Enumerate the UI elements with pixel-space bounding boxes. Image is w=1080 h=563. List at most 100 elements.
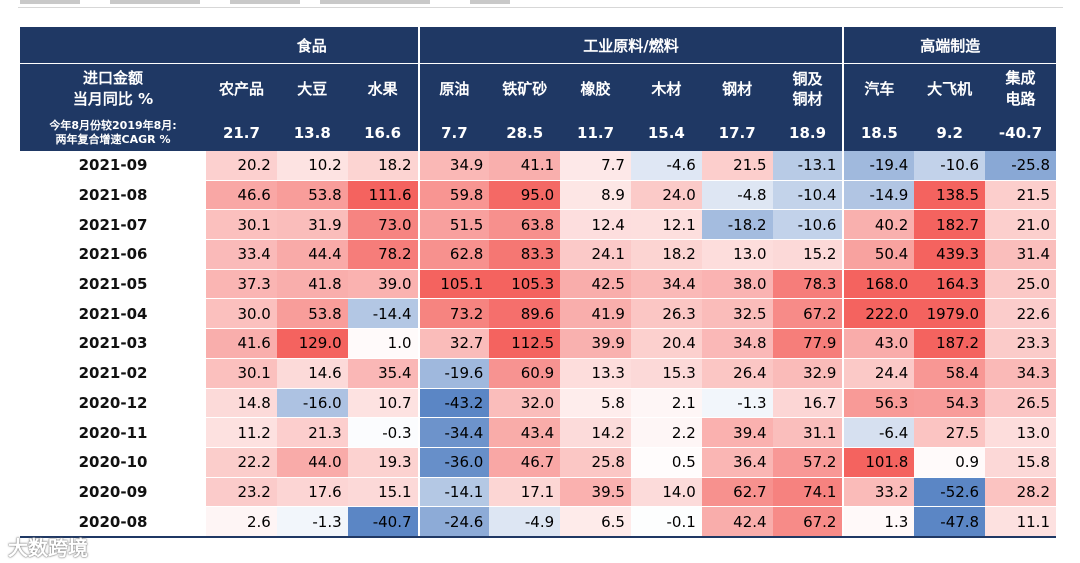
- heatmap-cell: 36.4: [701, 447, 773, 478]
- heatmap-cell: 54.3: [914, 388, 986, 419]
- heatmap-cell: 51.5: [417, 209, 490, 241]
- heatmap-cell: 39.9: [560, 328, 631, 359]
- heatmap-cell: 53.8: [276, 298, 348, 330]
- heatmap-cell: 20.4: [630, 328, 702, 359]
- heatmap-cell: 26.4: [701, 358, 773, 389]
- heatmap-cell: 95.0: [489, 180, 561, 211]
- column-header: 农产品: [206, 63, 277, 114]
- cagr-value: 15.4: [630, 114, 702, 151]
- cagr-label: 今年8月份较2019年8月: 两年复合增速CAGR %: [20, 114, 207, 151]
- heatmap-cell: 33.4: [206, 239, 277, 270]
- heatmap-cell: 33.2: [842, 477, 915, 508]
- row-date: 2020-08: [20, 506, 207, 538]
- heatmap-cell: 14.6: [276, 358, 348, 389]
- heatmap-cell: 32.0: [489, 388, 561, 419]
- cagr-label-line1: 今年8月份较2019年8月:: [49, 118, 177, 132]
- heatmap-cell: 60.9: [489, 358, 561, 389]
- heatmap-cell: 16.7: [772, 388, 844, 419]
- heatmap-cell: 63.8: [489, 209, 561, 241]
- heatmap-cell: 8.9: [560, 180, 631, 211]
- row-date: 2021-03: [20, 328, 207, 359]
- cagr-value: 16.6: [347, 114, 419, 151]
- heatmap-cell: -52.6: [914, 477, 986, 508]
- heatmap-cell: 41.6: [206, 328, 277, 359]
- heatmap-cell: -4.6: [630, 151, 702, 181]
- heatmap-cell: 31.9: [276, 209, 348, 241]
- heatmap-cell: -4.8: [701, 180, 773, 211]
- heatmap-cell: 15.8: [985, 447, 1056, 478]
- cagr-value: 11.7: [560, 114, 631, 151]
- heatmap-cell: 62.7: [701, 477, 773, 508]
- heatmap-cell: 112.5: [489, 328, 561, 359]
- heatmap-cell: 37.3: [206, 269, 277, 300]
- heatmap-cell: 25.8: [560, 447, 631, 478]
- heatmap-cell: 26.5: [985, 388, 1056, 419]
- cagr-value: 18.9: [772, 114, 844, 151]
- heatmap-cell: 24.4: [842, 358, 915, 389]
- heatmap-cell: 187.2: [914, 328, 986, 359]
- watermark-logo: 大数跨境: [8, 536, 88, 560]
- column-header: 水果: [347, 63, 419, 114]
- table-row: 2021-06 33.4 44.4 78.2 62.8 83.3 24.1 18.2 13.0 1…: [20, 239, 1056, 270]
- heatmap-cell: 12.4: [560, 209, 631, 241]
- heatmap-cell: -19.6: [417, 358, 490, 389]
- heatmap-cell: 17.6: [276, 477, 348, 508]
- heatmap-cell: 13.3: [560, 358, 631, 389]
- heatmap-cell: 41.1: [489, 151, 561, 181]
- heatmap-cell: 18.2: [630, 239, 702, 270]
- heatmap-cell: 15.1: [347, 477, 419, 508]
- heatmap-cell: 23.2: [206, 477, 277, 508]
- heatmap-cell: 182.7: [914, 209, 986, 241]
- heatmap-cell: 50.4: [842, 239, 915, 270]
- heatmap-cell: 14.2: [560, 417, 631, 448]
- heatmap-cell: 14.8: [206, 388, 277, 419]
- heatmap-cell: -1.3: [701, 388, 773, 419]
- column-header: 橡胶: [560, 63, 631, 114]
- row-date: 2021-06: [20, 239, 207, 270]
- cagr-value: -40.7: [985, 114, 1056, 151]
- heatmap-cell: 67.2: [772, 298, 844, 330]
- heatmap-cell: -14.9: [842, 180, 915, 211]
- heatmap-cell: 111.6: [347, 180, 419, 211]
- heatmap-cell: -25.8: [985, 151, 1056, 181]
- heatmap-cell: 30.1: [206, 358, 277, 389]
- table-row: 2021-05 37.3 41.8 39.0 105.1 105.3 42.5 34.4 38.…: [20, 269, 1056, 300]
- heatmap-cell: -24.6: [417, 506, 490, 538]
- heatmap-cell: 28.2: [985, 477, 1056, 508]
- table-row: 2021-07 30.1 31.9 73.0 51.5 63.8 12.4 12.1 -18.2…: [20, 209, 1056, 241]
- column-header: 大飞机: [914, 63, 986, 114]
- table-row: 2021-08 46.6 53.8 111.6 59.8 95.0 8.9 24.0 -4.8-…: [20, 180, 1056, 211]
- heatmap-cell: 2.6: [206, 506, 277, 538]
- heatmap-cell: 1979.0: [914, 298, 986, 330]
- heatmap-cell: 59.8: [417, 180, 490, 211]
- heatmap-cell: 30.1: [206, 209, 277, 241]
- heatmap-cell: 57.2: [772, 447, 844, 478]
- heatmap-cell: -36.0: [417, 447, 490, 478]
- heatmap-cell: 5.8: [560, 388, 631, 419]
- heatmap-cell: 32.5: [701, 298, 773, 330]
- heatmap-body: 2021-09 20.2 10.2 18.2 34.9 41.1 7.7 -4.6 21.5 -1…: [20, 151, 1056, 538]
- heatmap-cell: -14.4: [347, 298, 419, 330]
- column-header: 木材: [630, 63, 702, 114]
- heatmap-cell: 13.0: [701, 239, 773, 270]
- heatmap-cell: -10.6: [914, 151, 986, 181]
- cagr-label-line2: 两年复合增速CAGR %: [55, 132, 171, 146]
- heatmap-cell: 83.3: [489, 239, 561, 270]
- heatmap-cell: 46.7: [489, 447, 561, 478]
- heatmap-cell: 34.8: [701, 328, 773, 359]
- heatmap-cell: 24.0: [630, 180, 702, 211]
- heatmap-cell: -19.4: [842, 151, 915, 181]
- column-header: 大豆: [276, 63, 348, 114]
- heatmap-cell: 53.8: [276, 180, 348, 211]
- heatmap-cell: 13.0: [985, 417, 1056, 448]
- row-date: 2020-09: [20, 477, 207, 508]
- cagr-value: 17.7: [701, 114, 773, 151]
- heatmap-cell: -0.1: [630, 506, 702, 538]
- heatmap-cell: 17.1: [489, 477, 561, 508]
- heatmap-cell: 2.2: [630, 417, 702, 448]
- heatmap-cell: 78.3: [772, 269, 844, 300]
- column-header: 钢材: [701, 63, 773, 114]
- heatmap-cell: 129.0: [276, 328, 348, 359]
- row-label-line2: 当月同比 %: [72, 90, 154, 108]
- heatmap-cell: -34.4: [417, 417, 490, 448]
